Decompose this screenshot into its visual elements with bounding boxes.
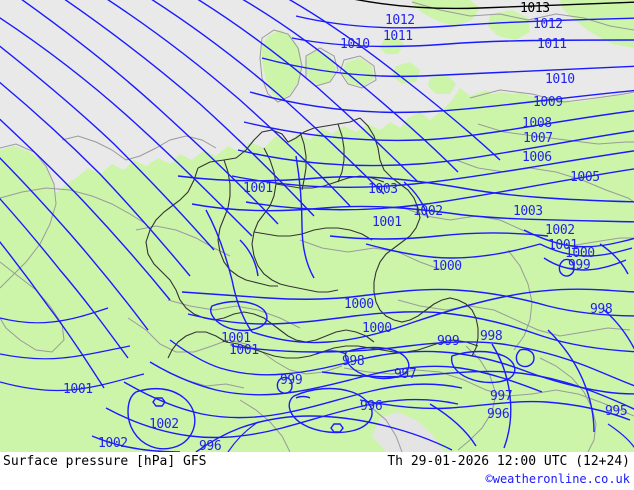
isobar-value-label: 998 xyxy=(480,329,503,344)
isobar-value-label: 996 xyxy=(199,439,222,452)
isobar-value-label: 1011 xyxy=(383,29,413,44)
map-canvas[interactable]: 1013 1012 1012 1011 1011 1010 1010 1009 1008 1007… xyxy=(0,0,634,452)
isobar-value-label: 1000 xyxy=(344,297,374,312)
isobar-value-label: 1012 xyxy=(385,13,415,28)
isobar-contours-secondary xyxy=(0,307,634,452)
isobar-value-label: 1007 xyxy=(523,131,553,146)
isobar-value-label: 999 xyxy=(568,258,591,273)
chart-title: Surface pressure [hPa] GFS xyxy=(3,454,207,469)
isobar-value-label: 1010 xyxy=(545,72,575,87)
isobar-value-label: 1012 xyxy=(533,17,563,32)
isobar-value-label: 998 xyxy=(342,354,365,369)
isobar-value-label: 1005 xyxy=(570,170,600,185)
isobar-value-label: 1002 xyxy=(98,436,128,451)
isobar-value-label: 1000 xyxy=(565,246,595,261)
country-borders xyxy=(145,117,479,359)
isobar-value-label: 997 xyxy=(490,389,513,404)
isobar-value-label: 997 xyxy=(394,367,417,382)
isobar-value-label: 996 xyxy=(487,407,510,422)
isobar-value-label: 998 xyxy=(590,302,613,317)
isobar-value-label: 1000 xyxy=(362,321,392,336)
isobar-value-label: 995 xyxy=(605,404,628,419)
isobar-value-label: 1002 xyxy=(545,223,575,238)
isobar-value-label: 1010 xyxy=(340,37,370,52)
isobar-value-label: 1008 xyxy=(522,116,552,131)
isobar-value-label: 1009 xyxy=(533,95,563,110)
isobar-value-label: 999 xyxy=(437,334,460,349)
isobar-value-label: 1001 xyxy=(229,343,259,358)
isobar-value-label: 1001 xyxy=(548,238,578,253)
regional-borders xyxy=(0,1,634,452)
isobar-value-label: 1013 xyxy=(520,1,550,16)
isobar-value-label: 1006 xyxy=(522,150,552,165)
isobar-value-label: 1003 xyxy=(368,182,398,197)
isobar-value-label: 996 xyxy=(360,399,383,414)
isobar-value-label: 1001 xyxy=(243,181,273,196)
isobar-contours xyxy=(0,0,634,452)
chart-footer: Surface pressure [hPa] GFS Th 29-01-2026… xyxy=(0,452,634,490)
isobar-value-label: 1003 xyxy=(513,204,543,219)
isobar-value-label: 1001 xyxy=(63,382,93,397)
pressure-contour-chart xyxy=(0,0,634,452)
chart-valid-time: Th 29-01-2026 12:00 UTC (12+24) xyxy=(387,454,630,469)
isobar-value-label: 1002 xyxy=(413,204,443,219)
isobar-value-label: 1011 xyxy=(537,37,567,52)
isobar-value-label: 1001 xyxy=(372,215,402,230)
copyright-credit: ©weatheronline.co.uk xyxy=(485,472,631,486)
isobar-value-label: 999 xyxy=(280,373,303,388)
isobar-value-label: 1001 xyxy=(221,331,251,346)
isobar-value-label: 1002 xyxy=(149,417,179,432)
isobar-value-label: 1000 xyxy=(432,259,462,274)
